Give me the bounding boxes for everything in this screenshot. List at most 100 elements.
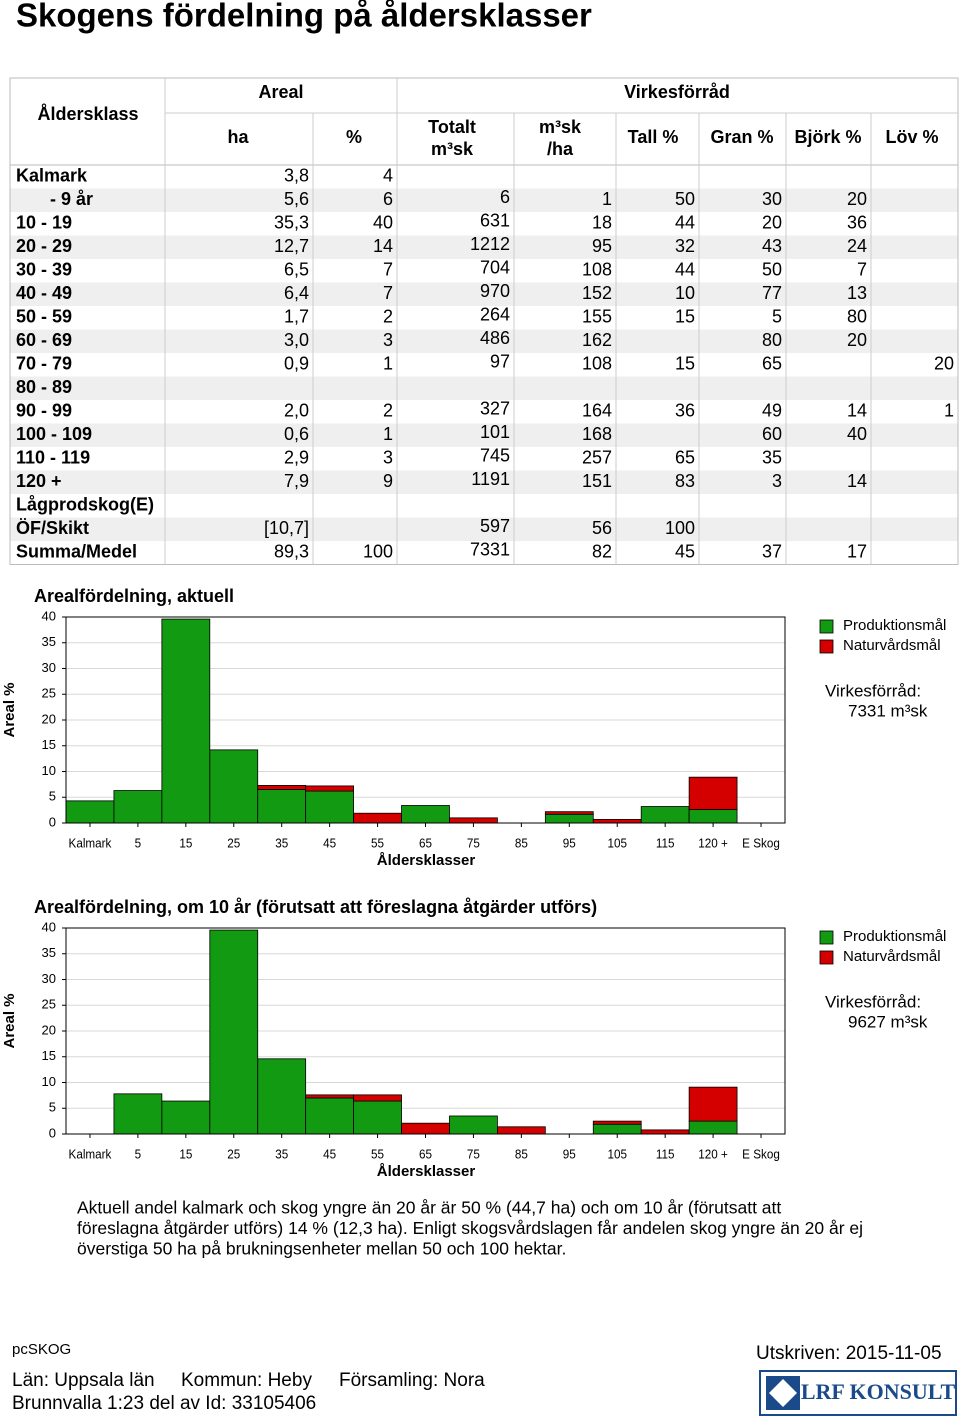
paragraph-line: Aktuell andel kalmark och skog yngre än … bbox=[77, 1198, 781, 1218]
header-cell: /ha bbox=[547, 139, 574, 159]
x-tick-label: 115 bbox=[656, 836, 675, 851]
cell: 597 bbox=[480, 516, 510, 536]
cell: 3,0 bbox=[284, 330, 309, 350]
cell: 45 bbox=[675, 542, 695, 562]
cell: 1191 bbox=[471, 469, 510, 489]
row-label: ÖF/Skikt bbox=[16, 518, 89, 538]
y-tick-label: 0 bbox=[49, 814, 56, 829]
cell: 6 bbox=[383, 189, 393, 209]
cell: 35 bbox=[762, 448, 782, 468]
cell: 1 bbox=[944, 401, 954, 421]
row-label: 100 - 109 bbox=[16, 424, 92, 444]
bar-segment bbox=[305, 1097, 354, 1135]
row-label: 80 - 89 bbox=[16, 377, 72, 397]
header-cell: Virkesförråd bbox=[624, 82, 730, 102]
cell: 14 bbox=[847, 401, 867, 421]
cell: 0,9 bbox=[284, 354, 309, 374]
cell: 12,7 bbox=[274, 236, 309, 256]
cell: 264 bbox=[480, 305, 510, 325]
header-cell: ha bbox=[227, 127, 249, 147]
cell: 2 bbox=[383, 401, 393, 421]
x-tick-label: Kalmark bbox=[69, 836, 113, 851]
legend-swatch bbox=[819, 930, 834, 945]
logo-text: LRF KONSULT bbox=[801, 1379, 956, 1404]
row-label: Summa/Medel bbox=[16, 542, 137, 562]
bar-segment bbox=[161, 1100, 211, 1135]
header-cell: m³sk bbox=[431, 139, 474, 159]
x-tick-label: 35 bbox=[275, 836, 288, 851]
cell: 9 bbox=[383, 471, 393, 491]
page-title: Skogens fördelning på åldersklasser bbox=[16, 0, 592, 34]
cell: 20 bbox=[934, 354, 954, 374]
row-band bbox=[10, 329, 958, 353]
y-tick-label: 30 bbox=[42, 971, 56, 986]
legend-swatch bbox=[819, 950, 834, 965]
cell: 95 bbox=[592, 236, 612, 256]
x-tick-label: 25 bbox=[227, 1147, 240, 1162]
cell: 36 bbox=[675, 401, 695, 421]
y-tick-label: 10 bbox=[42, 1074, 56, 1089]
x-tick-label: 120 + bbox=[698, 836, 728, 851]
cell: 100 bbox=[363, 542, 393, 562]
plot-frame bbox=[65, 616, 786, 824]
y-tick-label: 5 bbox=[49, 1100, 56, 1115]
bar-segment bbox=[401, 1122, 450, 1135]
cell: 3,8 bbox=[284, 166, 309, 186]
cell: 50 bbox=[675, 189, 695, 209]
row-label: 120 + bbox=[16, 471, 62, 491]
x-tick-label: 15 bbox=[179, 836, 192, 851]
cell: 40 bbox=[847, 424, 867, 444]
cell: 36 bbox=[847, 213, 867, 233]
cell: 15 bbox=[675, 307, 695, 327]
cell: 44 bbox=[675, 213, 695, 233]
cell: 168 bbox=[582, 424, 612, 444]
legend-label: Produktionsmål bbox=[843, 928, 946, 945]
bar-segment bbox=[449, 1115, 498, 1135]
bar-segment bbox=[449, 817, 498, 824]
row-band bbox=[10, 235, 958, 259]
row-label: 70 - 79 bbox=[16, 354, 72, 374]
cell: 43 bbox=[762, 236, 782, 256]
cell: 20 bbox=[847, 330, 867, 350]
cell: 13 bbox=[847, 283, 867, 303]
x-tick-label: 85 bbox=[515, 836, 528, 851]
row-band bbox=[10, 517, 958, 541]
cell: 30 bbox=[762, 189, 782, 209]
cell: 65 bbox=[762, 354, 782, 374]
bar-segment bbox=[688, 1086, 738, 1122]
cell: 17 bbox=[847, 542, 867, 562]
row-label: 10 - 19 bbox=[16, 213, 72, 233]
bar-segment bbox=[305, 1094, 354, 1099]
header-cell: Björk % bbox=[794, 127, 861, 147]
cell: 5,6 bbox=[284, 189, 309, 209]
cell: 14 bbox=[373, 236, 393, 256]
cell: 40 bbox=[373, 213, 393, 233]
y-tick-label: 10 bbox=[42, 763, 56, 778]
x-tick-label: 115 bbox=[656, 1147, 675, 1162]
bar-segment bbox=[257, 785, 307, 790]
x-tick-label: 85 bbox=[515, 1147, 528, 1162]
header-cell: Löv % bbox=[885, 127, 938, 147]
lan: Län: Uppsala län bbox=[12, 1370, 155, 1391]
cell: 6,4 bbox=[284, 283, 309, 303]
cell: 97 bbox=[490, 352, 510, 372]
virkesforrad-label: Virkesförråd: bbox=[825, 992, 921, 1011]
header-cell: Tall % bbox=[628, 127, 679, 147]
cell: 44 bbox=[675, 260, 695, 280]
x-tick-label: 15 bbox=[179, 1147, 192, 1162]
bar-segment bbox=[688, 776, 738, 811]
table-frame bbox=[9, 77, 959, 565]
cell: 20 bbox=[762, 213, 782, 233]
cell: 82 bbox=[592, 542, 612, 562]
bar-segment bbox=[209, 749, 259, 824]
x-tick-label: E Skog bbox=[742, 836, 780, 851]
cell: 7331 bbox=[470, 540, 510, 560]
y-tick-label: 40 bbox=[42, 608, 56, 623]
cell: 10 bbox=[675, 283, 695, 303]
row-label: Kalmark bbox=[16, 166, 88, 186]
legend-swatch bbox=[819, 619, 834, 634]
property: Brunnvalla 1:23 del av Id: 33105406 bbox=[12, 1393, 316, 1414]
bar-segment bbox=[544, 813, 594, 824]
paragraph-line: föreslagna åtgärder utförs) 14 % (12,3 h… bbox=[77, 1218, 863, 1238]
